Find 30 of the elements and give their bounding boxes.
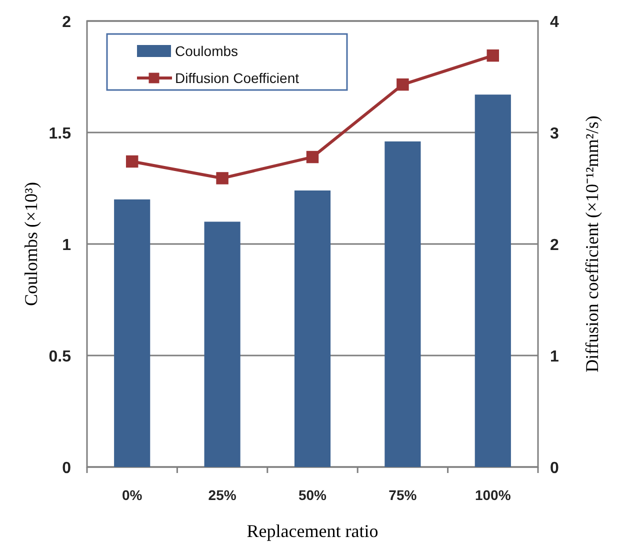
bar xyxy=(294,190,331,467)
legend-label: Coulombs xyxy=(175,43,238,59)
y-tick-label: 2 xyxy=(62,14,72,31)
y-tick-label: 0 xyxy=(62,460,72,477)
y2-tick-label: 0 xyxy=(550,460,559,477)
bar xyxy=(204,222,240,467)
point xyxy=(306,150,319,164)
bar xyxy=(384,141,421,467)
x-tick-label: 75% xyxy=(388,487,418,503)
y2-tick-label: 1 xyxy=(550,348,559,366)
point xyxy=(486,49,500,62)
legend-label: Diffusion Coefficient xyxy=(175,70,300,86)
y2-tick-label: 3 xyxy=(550,126,559,142)
x-axis-title: Replacement ratio xyxy=(246,521,378,541)
point xyxy=(216,172,228,184)
x-tick-label: 100% xyxy=(474,487,512,503)
point xyxy=(126,155,138,168)
y-tick-label: 1.5 xyxy=(48,126,72,142)
x-tick-label: 25% xyxy=(208,487,237,503)
y-axis-title: Coulombs (×10³) xyxy=(21,182,41,306)
y-tick-label: 1 xyxy=(62,237,72,254)
y-tick-label: 0.5 xyxy=(48,348,72,366)
x-tick-label: 0% xyxy=(122,487,143,503)
y2-axis-title: Diffusion coefficient (×10⁻¹²mm²/s) xyxy=(582,116,602,372)
bar xyxy=(114,199,150,467)
y2-tick-label: 2 xyxy=(550,237,559,254)
point xyxy=(396,78,409,91)
x-tick-label: 50% xyxy=(298,487,328,503)
y2-tick-label: 4 xyxy=(550,14,559,31)
bar xyxy=(474,94,511,467)
